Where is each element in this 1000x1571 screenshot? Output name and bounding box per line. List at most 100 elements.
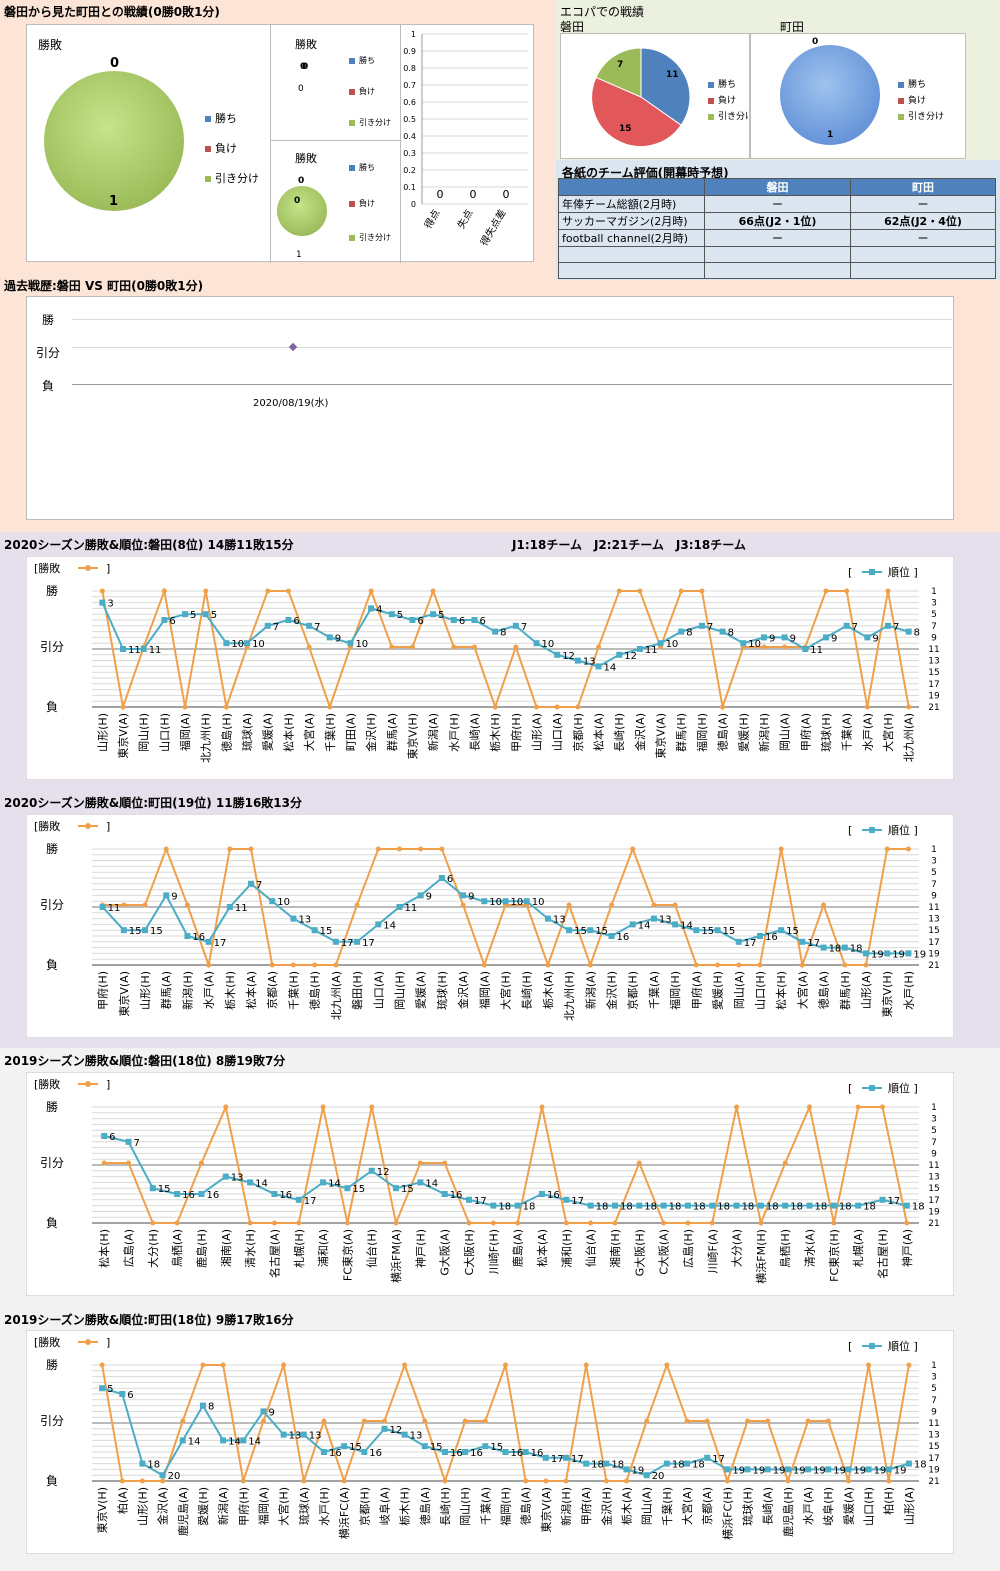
result-point <box>758 1220 764 1226</box>
result-point <box>161 588 167 594</box>
category-label: 新潟(A) <box>216 1487 230 1525</box>
result-point <box>442 1160 448 1166</box>
rank-point <box>643 1472 650 1479</box>
rank-point <box>244 640 251 647</box>
result-point <box>616 588 622 594</box>
rank-point <box>375 921 382 928</box>
category-label: 湘南(H) <box>608 1229 622 1268</box>
rank-label: 15 <box>158 1184 171 1195</box>
rank-point <box>905 950 912 957</box>
category-label: 金沢(A) <box>156 1487 170 1525</box>
rank-label: 6 <box>479 616 485 627</box>
rank-line <box>101 602 909 668</box>
rank-label: 15 <box>786 926 799 937</box>
legend-draw: 引き分け <box>205 170 259 186</box>
rank-label: 13 <box>231 1173 244 1184</box>
result-line <box>104 1103 908 1227</box>
rank-point <box>490 1202 497 1209</box>
rank-label: 11 <box>235 903 248 914</box>
rank-tick: 3 <box>931 1115 937 1125</box>
rank-label: 16 <box>206 1190 219 1201</box>
rank-label: 4 <box>376 604 382 615</box>
category-label: 金沢(A) <box>456 971 470 1009</box>
category-label: 愛媛(H) <box>711 971 725 1010</box>
rank-label: 12 <box>389 1425 402 1436</box>
rank-point <box>161 617 168 623</box>
result-point <box>417 1160 423 1166</box>
result-point <box>575 704 581 710</box>
rank-label: 19 <box>913 949 926 960</box>
rank-point <box>805 1466 812 1473</box>
category-label: 長崎(A) <box>761 1487 775 1525</box>
ylabel-win: 勝 <box>46 1357 58 1372</box>
bar-ytick: 0.2 <box>403 166 416 175</box>
result-point <box>381 1418 387 1424</box>
rank-label: 10 <box>542 639 555 650</box>
rank-tick: 17 <box>928 1196 939 1206</box>
rank-point <box>409 617 416 623</box>
result-point <box>842 962 848 968</box>
result-point <box>583 1362 589 1368</box>
rank-point <box>822 634 829 641</box>
rank-point <box>125 1138 132 1145</box>
legend-rank: 順位 ] <box>888 1339 918 1353</box>
category-label: 東京V(H) <box>95 1487 109 1533</box>
rank-tick: 1 <box>931 1361 937 1371</box>
rank-label: 14 <box>228 1436 241 1447</box>
result-point <box>545 962 551 968</box>
rank-point <box>502 898 509 905</box>
category-label: FC東京(H) <box>827 1229 841 1282</box>
rank-label: 19 <box>793 1465 806 1476</box>
category-label: 横浜FM(A) <box>389 1229 403 1283</box>
category-label: 松本(H) <box>97 1229 111 1268</box>
result-point <box>198 1160 204 1166</box>
category-label: 大宮(H) <box>277 1487 291 1526</box>
category-label: 大宮(A) <box>795 971 809 1009</box>
category-label: 山形(A) <box>903 1487 916 1525</box>
category-label: 群馬(A) <box>385 713 399 751</box>
rank-tick: 17 <box>928 1454 939 1464</box>
rank-label: 10 <box>355 639 368 650</box>
legend-result: [勝敗 <box>34 1077 60 1091</box>
category-label: 徳島(H) <box>219 713 233 752</box>
category-label: 水戸(H) <box>448 713 461 752</box>
result-point <box>823 588 829 594</box>
result-point <box>596 644 602 650</box>
rank-label: 16 <box>470 1448 483 1459</box>
category-label: 札幌(H) <box>292 1229 306 1268</box>
category-label: 岐阜(H) <box>822 1487 835 1526</box>
rank-tick: 11 <box>928 1161 939 1171</box>
legend-result: [勝敗 <box>34 561 60 575</box>
result-point <box>630 846 636 852</box>
result-point <box>125 1160 131 1166</box>
category-label: 磐田(H) <box>350 971 364 1010</box>
result-point <box>720 704 726 710</box>
ylabel-lose: 負 <box>46 958 58 972</box>
svg-text:]: ] <box>106 1336 110 1349</box>
result-point <box>482 1418 488 1424</box>
category-label: 甲府(H) <box>509 713 523 752</box>
rank-label: 7 <box>893 622 899 633</box>
rank-point <box>757 1202 764 1209</box>
category-label: 広島(H) <box>681 1229 695 1268</box>
rank-point <box>361 1449 368 1455</box>
category-label: 栃木(A) <box>620 1487 634 1525</box>
rank-point <box>825 1466 832 1473</box>
result-point <box>563 1478 569 1484</box>
result-point <box>588 1220 594 1226</box>
rank-point <box>782 1202 789 1209</box>
category-label: 川崎F(A) <box>705 1229 719 1273</box>
rank-point <box>724 1466 731 1473</box>
rank-point <box>544 915 551 922</box>
rank-point <box>320 1179 327 1186</box>
rank-label: 18 <box>790 1202 803 1213</box>
rank-point <box>905 628 912 635</box>
rank-label: 5 <box>107 1384 113 1395</box>
category-label: 京都(H) <box>626 971 640 1010</box>
rank-tick: 9 <box>931 633 937 643</box>
category-label: 千葉(A) <box>840 713 854 751</box>
result-point <box>799 962 805 968</box>
category-label: 岡山(A) <box>779 713 792 751</box>
small-pie2 <box>277 186 327 236</box>
result-point <box>180 1418 186 1424</box>
